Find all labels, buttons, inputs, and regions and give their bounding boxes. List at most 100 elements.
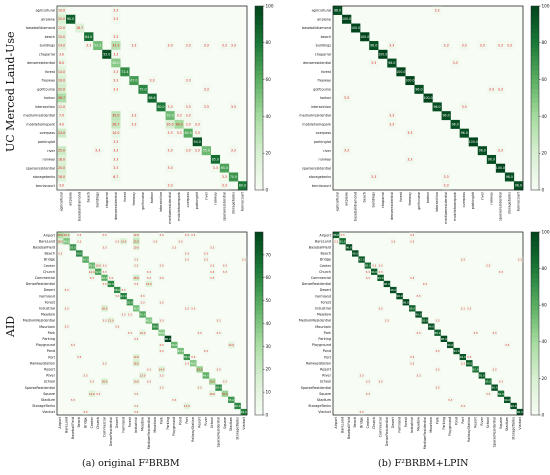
cell-value-label: 3.3 bbox=[83, 410, 88, 414]
cell-value-label: 3.3 bbox=[113, 149, 118, 153]
y-tick-label: freeway bbox=[41, 79, 55, 83]
heatmap-cell bbox=[158, 274, 165, 281]
heatmap-cell bbox=[459, 256, 467, 263]
cell-value-label: 85.0 bbox=[340, 239, 346, 243]
heatmap-cell bbox=[126, 329, 134, 336]
colorbar-segment bbox=[255, 162, 263, 168]
colorbar-tick-label: 60 bbox=[542, 303, 548, 308]
heatmap-cell bbox=[69, 396, 77, 403]
cell-value-label: 3.3 bbox=[492, 367, 497, 371]
heatmap-cell bbox=[114, 323, 121, 330]
heatmap-cell bbox=[495, 84, 506, 94]
cell-value-label: 3.3 bbox=[58, 251, 63, 255]
x-tick-label: intersection bbox=[159, 192, 163, 212]
cell-value-label: 14.0 bbox=[121, 239, 127, 243]
colorbar-tick-label: 20 bbox=[266, 367, 272, 372]
colorbar-segment bbox=[255, 19, 263, 25]
heatmap-cell bbox=[111, 14, 121, 24]
x-tick-label: Port bbox=[461, 416, 465, 423]
y-tick-label: River bbox=[322, 374, 331, 378]
cell-value-label: 16.0 bbox=[102, 380, 108, 384]
colorbar-segment bbox=[255, 350, 263, 356]
cell-value-label: 80.0 bbox=[165, 337, 171, 341]
y-tick-label: parkinglot bbox=[314, 140, 332, 144]
x-tick-label: chaparral bbox=[105, 192, 109, 208]
heatmap-cell bbox=[364, 390, 372, 397]
heatmap-cell bbox=[165, 41, 175, 51]
heatmap-cell bbox=[409, 305, 416, 312]
cell-value-label: 12.0 bbox=[89, 270, 95, 274]
x-tick-label: Church bbox=[96, 417, 100, 429]
heatmap-cell bbox=[358, 372, 365, 379]
cell-value-label: 3.3 bbox=[177, 114, 182, 118]
cell-value-label: 100.0 bbox=[360, 35, 369, 39]
heatmap-cell bbox=[145, 274, 153, 281]
heatmap-cell bbox=[57, 6, 67, 15]
y-tick-label: Commercial bbox=[311, 276, 331, 280]
colorbar-segment bbox=[531, 373, 539, 379]
heatmap-cell bbox=[440, 335, 448, 342]
cell-value-label: 35.0 bbox=[222, 392, 228, 396]
y-tick-label: mediumresidential bbox=[299, 114, 331, 118]
colorbar-segment bbox=[255, 24, 263, 30]
cell-value-label: 3.3 bbox=[444, 175, 449, 179]
heatmap-cell bbox=[126, 299, 134, 306]
cell-value-label: 3.3 bbox=[140, 300, 145, 304]
cell-value-label: 10.0 bbox=[209, 392, 215, 396]
colorbar-tick-label: 80 bbox=[542, 266, 548, 271]
heatmap-cell bbox=[447, 341, 454, 349]
y-tick-label: Park bbox=[324, 331, 331, 335]
cell-value-label: 3.3 bbox=[461, 404, 466, 408]
heatmap-cell bbox=[57, 14, 67, 24]
heatmap-cell bbox=[183, 354, 191, 361]
heatmap-cell bbox=[101, 360, 108, 367]
colorbar-segment bbox=[255, 392, 263, 397]
colorbar-segment bbox=[531, 300, 539, 306]
cell-value-label: 12.0 bbox=[184, 404, 190, 408]
cell-value-label: 3.3 bbox=[410, 239, 415, 243]
heatmap-cell bbox=[101, 280, 108, 288]
heatmap-cell bbox=[133, 232, 140, 239]
cell-value-label: 3.3 bbox=[131, 114, 136, 118]
colorbar-segment bbox=[531, 116, 539, 122]
heatmap-cell bbox=[145, 378, 153, 385]
colorbar-segment bbox=[255, 6, 263, 11]
colorbar-segment bbox=[531, 286, 539, 292]
heatmap-cell bbox=[387, 58, 397, 68]
cell-value-label: 40.0 bbox=[176, 122, 183, 126]
heatmap-cell bbox=[219, 163, 230, 173]
colorbar-segment bbox=[531, 282, 539, 288]
y-tick-label: Park bbox=[48, 331, 55, 335]
y-tick-label: Farmland bbox=[315, 294, 331, 298]
heatmap-cell bbox=[174, 128, 184, 138]
colorbar-segment bbox=[255, 171, 263, 177]
cell-value-label: 4.0 bbox=[59, 122, 64, 126]
x-tick-label: SparseResidential bbox=[217, 417, 221, 447]
heatmap-cell bbox=[183, 360, 191, 367]
heatmap-cell bbox=[82, 256, 89, 263]
heatmap-cell bbox=[240, 256, 248, 263]
y-tick-label: BaseballField bbox=[33, 245, 55, 249]
cell-value-label: 55.0 bbox=[127, 300, 133, 304]
y-tick-label: river bbox=[323, 149, 331, 153]
colorbar-segment bbox=[255, 116, 263, 122]
colorbar-segment bbox=[255, 305, 263, 311]
colorbar-segment bbox=[531, 259, 539, 265]
colorbar-tick-label: 20 bbox=[542, 376, 548, 381]
heatmap-cell bbox=[183, 111, 193, 121]
heatmap-cell bbox=[434, 347, 441, 355]
heatmap-cell bbox=[57, 41, 67, 51]
cell-value-label: 7.0 bbox=[59, 114, 64, 118]
colorbar-segment bbox=[255, 93, 263, 99]
heatmap-cell bbox=[120, 286, 127, 294]
cell-value-label: 96.0 bbox=[370, 44, 377, 48]
cell-value-label: 10.0 bbox=[95, 264, 101, 268]
colorbar-segment bbox=[531, 360, 539, 365]
cell-value-label: 3.3 bbox=[185, 361, 190, 365]
x-tick-label: river bbox=[204, 191, 208, 199]
x-tick-label: airplane bbox=[345, 192, 349, 206]
x-tick-label: denseresidential bbox=[390, 192, 394, 220]
colorbar-tick-label: 40 bbox=[266, 114, 272, 119]
cell-value-label: 45.0 bbox=[89, 264, 95, 268]
heatmap-cell bbox=[63, 232, 70, 239]
